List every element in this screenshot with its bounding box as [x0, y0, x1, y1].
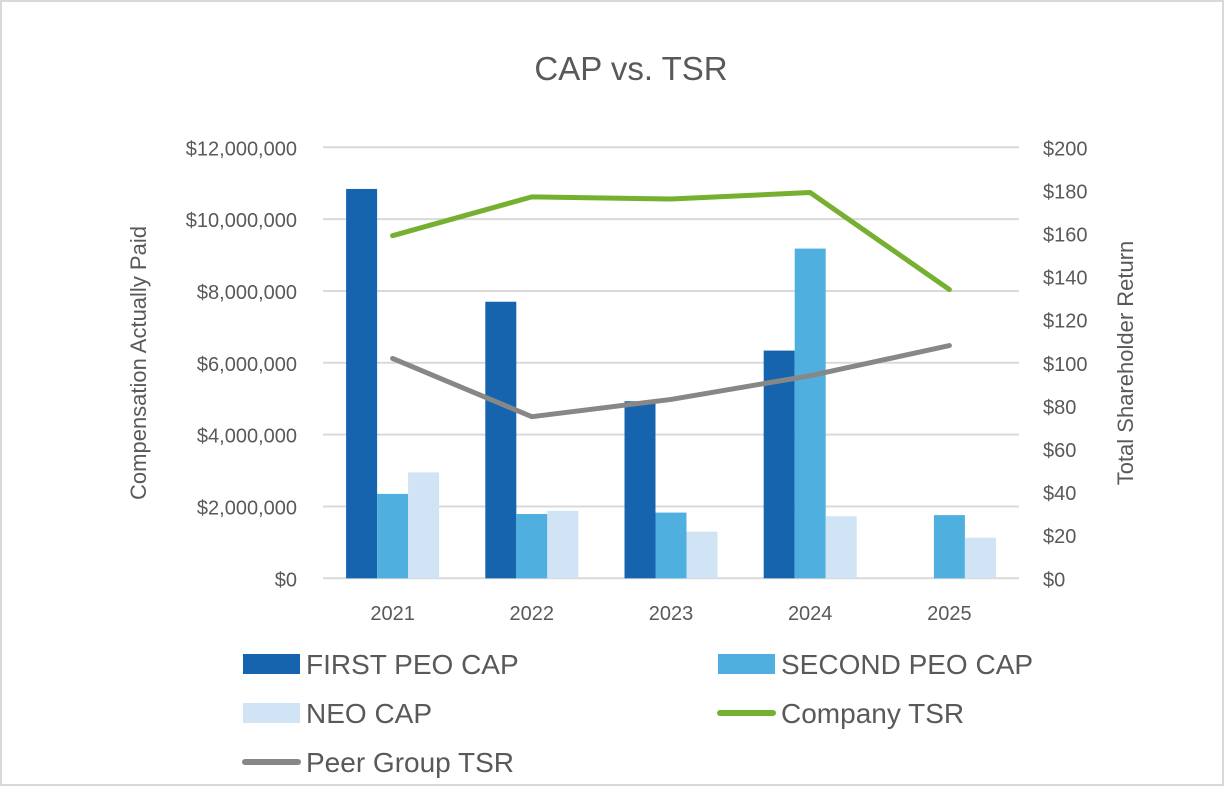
y-tick-label-right: $200: [1043, 138, 1088, 160]
bar-second-peo-cap-2025: [933, 515, 965, 579]
legend: FIRST PEO CAP SECOND PEO CAP NEO CAP Compan…: [242, 649, 1033, 778]
y-tick-label-left: $12,000,000: [186, 138, 297, 160]
y-tick-label-right: $180: [1043, 181, 1088, 203]
legend-item: Peer Group TSR: [242, 747, 514, 778]
bar-first-peo-cap-2021: [346, 188, 378, 579]
bar-first-peo-cap-2022: [485, 301, 517, 579]
bar-neo-cap-2022: [547, 510, 579, 579]
y-tick-label-left: $6,000,000: [197, 354, 297, 376]
y-tick-label-right: $20: [1043, 526, 1076, 548]
x-tick-label: 2021: [370, 603, 415, 625]
y-tick-label-left: $0: [275, 569, 297, 591]
x-axis-ticks: 2021 2022 2023 2024 2025: [370, 603, 971, 625]
legend-label: FIRST PEO CAP: [306, 649, 519, 680]
y-tick-label-right: $160: [1043, 225, 1088, 247]
y-tick-label-right: $0: [1043, 569, 1065, 591]
legend-label: Company TSR: [781, 698, 964, 729]
y-axis-left-label: Compensation Actually Paid: [126, 226, 151, 500]
line-peer-group-tsr: [390, 343, 952, 420]
y-axis-right-ticks: $0 $20 $40 $60 $80 $100 $120 $140 $160 $180 $200: [1043, 138, 1088, 591]
line-company-tsr: [390, 190, 952, 293]
legend-item: Company TSR: [717, 698, 964, 729]
legend-item: FIRST PEO CAP: [243, 649, 519, 680]
y-tick-label-left: $2,000,000: [197, 497, 297, 519]
legend-swatch: [243, 654, 300, 674]
y-tick-label-right: $40: [1043, 483, 1076, 505]
legend-item: SECOND PEO CAP: [718, 649, 1033, 680]
y-tick-label-left: $8,000,000: [197, 282, 297, 304]
y-tick-label-right: $100: [1043, 354, 1088, 376]
x-tick-label: 2023: [649, 603, 694, 625]
bar-second-peo-cap-2022: [516, 514, 548, 579]
bar-second-peo-cap-2021: [377, 493, 409, 579]
bar-marks: [346, 188, 996, 579]
chart-title: CAP vs. TSR: [534, 50, 727, 87]
line-marks: [390, 190, 952, 420]
bar-neo-cap-2025: [964, 537, 996, 579]
y-tick-label-left: $10,000,000: [186, 210, 297, 232]
legend-label: NEO CAP: [306, 698, 432, 729]
bar-neo-cap-2024: [825, 516, 857, 579]
y-tick-label-right: $60: [1043, 440, 1076, 462]
x-tick-label: 2024: [788, 603, 833, 625]
x-tick-label: 2025: [927, 603, 972, 625]
bar-neo-cap-2021: [408, 472, 440, 579]
bar-first-peo-cap-2023: [624, 401, 656, 579]
bar-neo-cap-2023: [686, 531, 718, 579]
y-tick-label-right: $120: [1043, 311, 1088, 333]
bar-second-peo-cap-2023: [655, 512, 687, 579]
x-tick-label: 2022: [510, 603, 555, 625]
legend-label: Peer Group TSR: [306, 747, 514, 778]
bar-second-peo-cap-2024: [794, 248, 826, 579]
bar-first-peo-cap-2024: [763, 350, 795, 579]
y-tick-label-right: $140: [1043, 268, 1088, 290]
y-axis-right-label: Total Shareholder Return: [1113, 241, 1138, 486]
y-axis-left-ticks: $0 $2,000,000 $4,000,000 $6,000,000 $8,000,0…: [186, 138, 297, 591]
legend-swatch: [718, 654, 775, 674]
y-tick-label-right: $80: [1043, 397, 1076, 419]
legend-label: SECOND PEO CAP: [781, 649, 1033, 680]
legend-item: NEO CAP: [243, 698, 432, 729]
y-tick-label-left: $4,000,000: [197, 426, 297, 448]
legend-swatch: [243, 703, 300, 723]
